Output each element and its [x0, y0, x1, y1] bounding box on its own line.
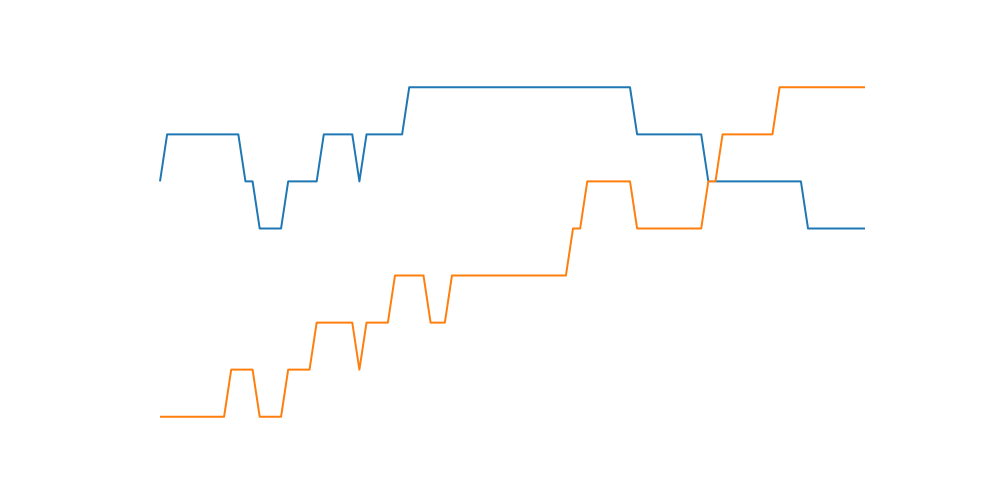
series-line-2 [160, 86, 865, 418]
series-line-1 [159, 86, 865, 230]
plot-area [159, 86, 865, 418]
